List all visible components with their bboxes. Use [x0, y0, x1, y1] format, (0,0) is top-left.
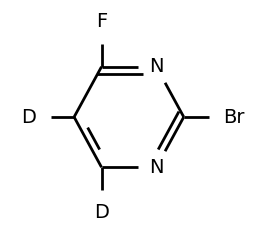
Text: N: N — [149, 57, 164, 76]
Text: D: D — [21, 107, 36, 127]
Text: F: F — [96, 11, 107, 31]
Text: D: D — [94, 203, 109, 223]
Text: Br: Br — [223, 107, 245, 127]
Text: N: N — [149, 158, 164, 177]
